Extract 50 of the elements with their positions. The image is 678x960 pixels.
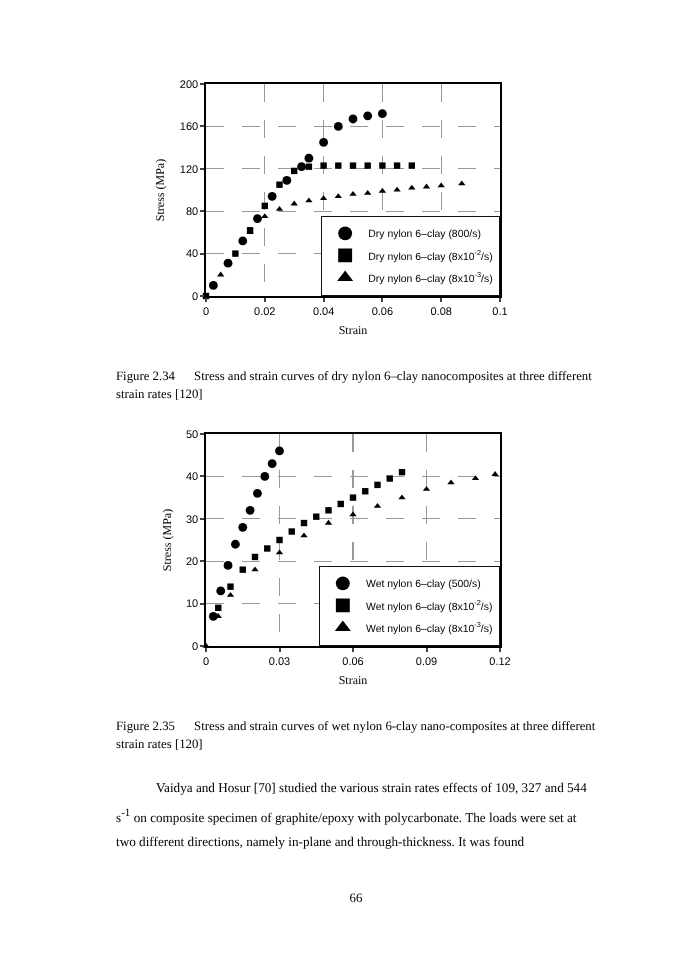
point (408, 162, 415, 169)
point (227, 582, 234, 589)
point (313, 512, 320, 520)
point (319, 195, 328, 201)
point (364, 189, 372, 195)
point (260, 471, 270, 480)
point (374, 480, 381, 488)
point (393, 186, 401, 192)
point (267, 458, 277, 468)
point (245, 505, 255, 514)
point (267, 191, 277, 201)
point (471, 474, 480, 480)
point (232, 250, 239, 257)
point (297, 162, 306, 172)
point (264, 544, 271, 551)
point (320, 162, 327, 169)
point (386, 474, 393, 481)
point (253, 214, 262, 224)
point (253, 488, 262, 497)
point (348, 114, 358, 124)
point (335, 162, 342, 169)
point (282, 176, 292, 185)
point (319, 137, 328, 147)
point (324, 518, 333, 524)
point (364, 162, 371, 169)
point (275, 445, 284, 455)
point (231, 538, 240, 548)
point (276, 535, 283, 543)
point (208, 281, 218, 290)
point (378, 187, 387, 193)
point (304, 153, 314, 163)
point (349, 162, 357, 169)
point (239, 565, 246, 572)
point (379, 162, 386, 169)
point (393, 162, 401, 169)
point (216, 585, 226, 595)
point (238, 522, 248, 531)
point (305, 163, 313, 170)
point (378, 109, 387, 119)
point (223, 258, 233, 268)
point (325, 506, 332, 513)
point (349, 493, 357, 500)
point (363, 111, 373, 121)
point (276, 181, 283, 188)
point (305, 197, 313, 203)
point (238, 236, 248, 246)
point (275, 205, 284, 211)
point (223, 560, 233, 569)
point (333, 122, 343, 131)
point (288, 527, 295, 534)
